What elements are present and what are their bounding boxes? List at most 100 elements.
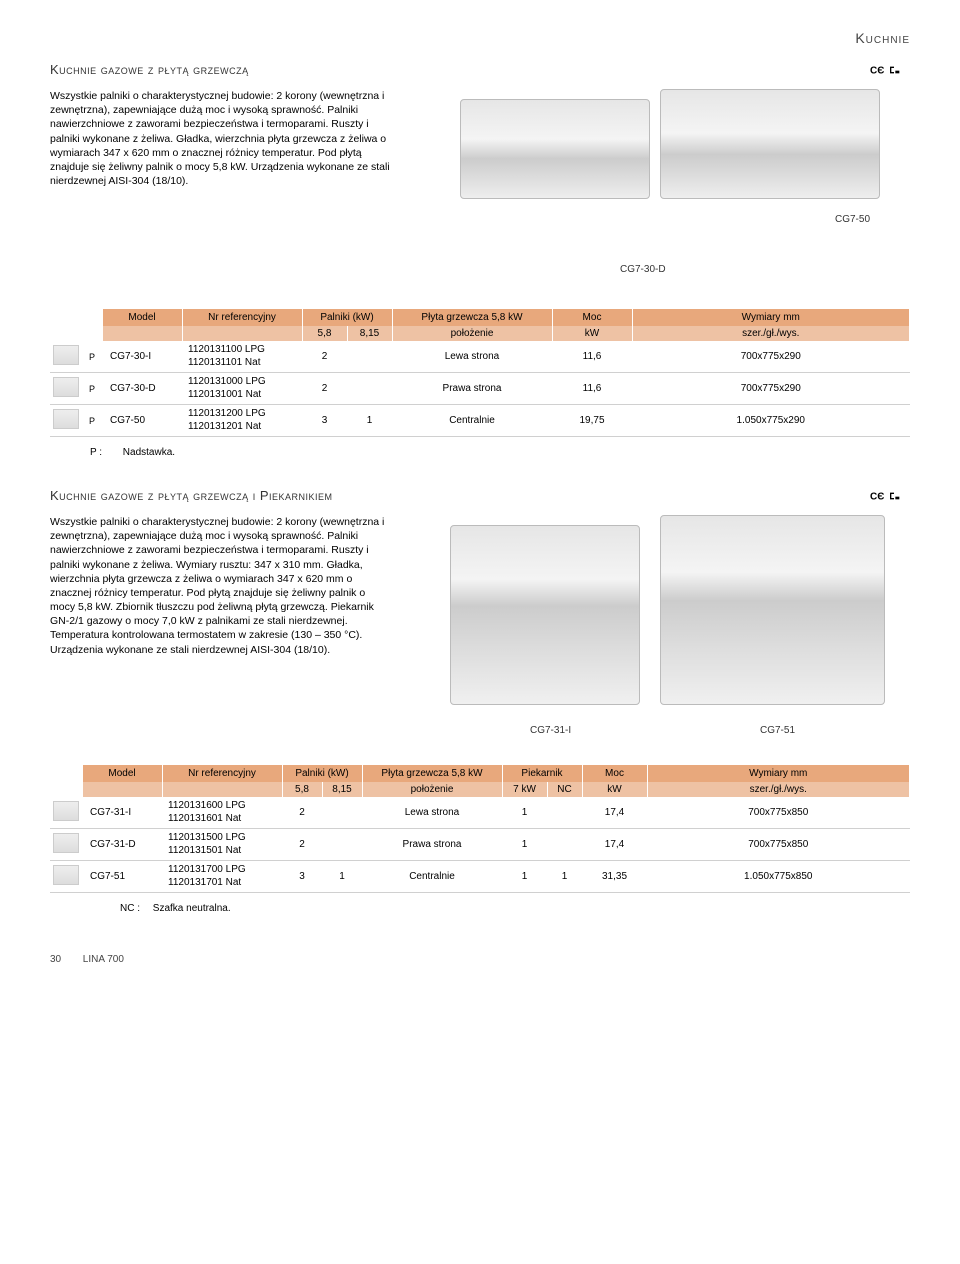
row-burner-815: 1 — [322, 861, 362, 893]
t1-h-dim: Wymiary mm — [632, 309, 910, 326]
section1-images: CG7-50 CG7-30-D — [420, 89, 910, 249]
table-row: CG7-31-I1120131600 LPG1120131601 Nat2Lew… — [50, 797, 910, 829]
row-p-label: P — [82, 405, 102, 437]
t2-sh-815: 8,15 — [322, 782, 362, 797]
page-footer: 30 LINA 700 — [50, 954, 910, 965]
t1-note-text: Nadstawka. — [123, 447, 175, 458]
row-burner-815 — [322, 829, 362, 861]
t2-h-ref: Nr referencyjny — [162, 765, 282, 782]
row-dimensions: 700x775x290 — [632, 373, 910, 405]
product-img-cg7-51 — [660, 515, 885, 705]
t2-sh-58: 5,8 — [282, 782, 322, 797]
row-oven-7kw: 1 — [502, 797, 547, 829]
row-oven-7kw: 1 — [502, 861, 547, 893]
row-power: 17,4 — [582, 829, 647, 861]
page-number: 30 — [50, 954, 80, 965]
row-model: CG7-30-D — [102, 373, 182, 405]
row-burner-58: 2 — [282, 797, 322, 829]
t2-sh-whd: szer./gł./wys. — [647, 782, 910, 797]
row-thumb — [50, 861, 82, 893]
spec-table-2: Model Nr referencyjny Palniki (kW) Płyta… — [50, 765, 910, 893]
label-cg7-31i: CG7-31-I — [530, 725, 571, 736]
section2-title: Kuchnie gazowe z płytą grzewczą i Piekar… — [50, 488, 333, 503]
row-burner-815: 1 — [347, 405, 392, 437]
table-row: CG7-511120131700 LPG1120131701 Nat31Cent… — [50, 861, 910, 893]
t1-h-ref: Nr referencyjny — [182, 309, 302, 326]
table-row: CG7-31-D1120131500 LPG1120131501 Nat2Pra… — [50, 829, 910, 861]
row-burner-58: 2 — [302, 341, 347, 373]
section1-desc: Wszystkie palniki o charakterystycznej b… — [50, 89, 390, 249]
row-nc — [547, 829, 582, 861]
table-row: PCG7-30-I1120131100 LPG1120131101 Nat2Le… — [50, 341, 910, 373]
row-burner-58: 2 — [302, 373, 347, 405]
t2-sh-7kw: 7 kW — [502, 782, 547, 797]
spec-table-1: Model Nr referencyjny Palniki (kW) Płyta… — [50, 309, 910, 437]
label-cg7-51: CG7-51 — [760, 725, 795, 736]
row-thumb — [50, 829, 82, 861]
svg-text:CЄ: CЄ — [870, 491, 884, 502]
row-thumb — [50, 373, 82, 405]
row-dimensions: 1.050x775x850 — [647, 861, 910, 893]
row-ref: 1120131700 LPG1120131701 Nat — [162, 861, 282, 893]
row-position: Centralnie — [362, 861, 502, 893]
row-power: 11,6 — [552, 341, 632, 373]
row-ref: 1120131200 LPG1120131201 Nat — [182, 405, 302, 437]
t1-sh-58: 5,8 — [302, 326, 347, 341]
row-power: 17,4 — [582, 797, 647, 829]
row-thumb — [50, 341, 82, 373]
t2-h-burners: Palniki (kW) — [282, 765, 362, 782]
row-p-label: P — [82, 373, 102, 405]
row-position: Lewa strona — [392, 341, 552, 373]
series-name: LINA 700 — [83, 954, 124, 965]
ce-mark-bottom: CЄ — [870, 488, 910, 507]
svg-text:CЄ: CЄ — [870, 65, 884, 76]
row-thumb — [50, 797, 82, 829]
t1-h-model: Model — [102, 309, 182, 326]
label-cg7-50: CG7-50 — [835, 214, 870, 225]
table-row: PCG7-30-D1120131000 LPG1120131001 Nat2 Pr… — [50, 373, 910, 405]
page-header-right: Kuchnie — [50, 30, 910, 46]
row-model: CG7-50 — [102, 405, 182, 437]
row-burner-58: 3 — [282, 861, 322, 893]
t1-note-key: P : — [90, 447, 120, 458]
row-ref: 1120131100 LPG1120131101 Nat — [182, 341, 302, 373]
row-ref: 1120131000 LPG1120131001 Nat — [182, 373, 302, 405]
row-oven-7kw: 1 — [502, 829, 547, 861]
row-power: 31,35 — [582, 861, 647, 893]
t2-h-dim: Wymiary mm — [647, 765, 910, 782]
t2-sh-nc: NC — [547, 782, 582, 797]
row-dimensions: 700x775x850 — [647, 829, 910, 861]
ce-mark-top: CЄ — [870, 62, 910, 81]
row-power: 11,6 — [552, 373, 632, 405]
row-power: 19,75 — [552, 405, 632, 437]
t2-note-text: Szafka neutralna. — [153, 903, 231, 914]
row-burner-58: 2 — [282, 829, 322, 861]
row-burner-815 — [322, 797, 362, 829]
row-model: CG7-31-I — [82, 797, 162, 829]
t1-sh-kw: kW — [552, 326, 632, 341]
row-model: CG7-31-D — [82, 829, 162, 861]
t1-sh-whd: szer./gł./wys. — [632, 326, 910, 341]
section1-title: Kuchnie gazowe z płytą grzewczą — [50, 62, 249, 77]
label-cg7-30d: CG7-30-D — [620, 264, 666, 275]
t1-sh-pos: położenie — [392, 326, 552, 341]
row-thumb — [50, 405, 82, 437]
t1-h-burners: Palniki (kW) — [302, 309, 392, 326]
table1-note: P : Nadstawka. — [50, 447, 910, 458]
t2-h-oven: Piekarnik — [502, 765, 582, 782]
row-ref: 1120131600 LPG1120131601 Nat — [162, 797, 282, 829]
section2-images: CG7-31-I CG7-51 — [420, 515, 910, 735]
row-position: Centralnie — [392, 405, 552, 437]
row-nc: 1 — [547, 861, 582, 893]
row-burner-815 — [347, 341, 392, 373]
table-row: PCG7-501120131200 LPG1120131201 Nat31Cen… — [50, 405, 910, 437]
t1-h-plate: Płyta grzewcza 5,8 kW — [392, 309, 552, 326]
row-dimensions: 700x775x850 — [647, 797, 910, 829]
product-img-cg7-30d — [460, 99, 650, 199]
row-model: CG7-30-I — [102, 341, 182, 373]
row-position: Prawa strona — [362, 829, 502, 861]
section2-desc: Wszystkie palniki o charakterystycznej b… — [50, 515, 390, 735]
row-position: Prawa strona — [392, 373, 552, 405]
t1-h-power: Moc — [552, 309, 632, 326]
row-nc — [547, 797, 582, 829]
